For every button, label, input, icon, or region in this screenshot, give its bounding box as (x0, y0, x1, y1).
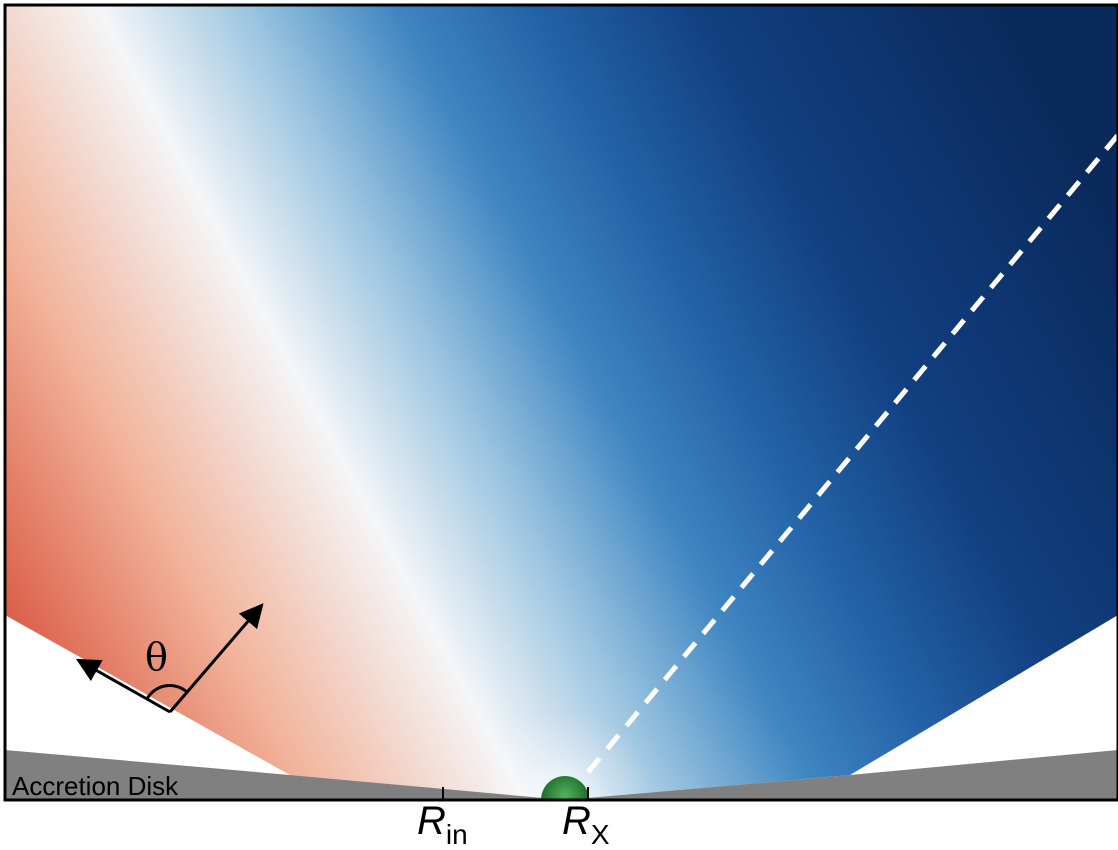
theta-arc (145, 684, 188, 700)
frame (3, 3, 1118, 802)
r-x-label: RX (562, 799, 610, 850)
accretion-disk-right (565, 750, 1118, 800)
theta-label: θ (145, 635, 168, 679)
accretion-disk-label: Accretion Disk (12, 771, 179, 801)
normal-arrow (168, 603, 264, 713)
outflow-core-glow (5, 5, 1118, 800)
accretion-disk-left (5, 750, 565, 800)
streamline-arrow (75, 658, 171, 714)
line-of-sight (586, 133, 1118, 774)
r-in-label: Rin (417, 799, 468, 850)
central-object (541, 776, 589, 800)
